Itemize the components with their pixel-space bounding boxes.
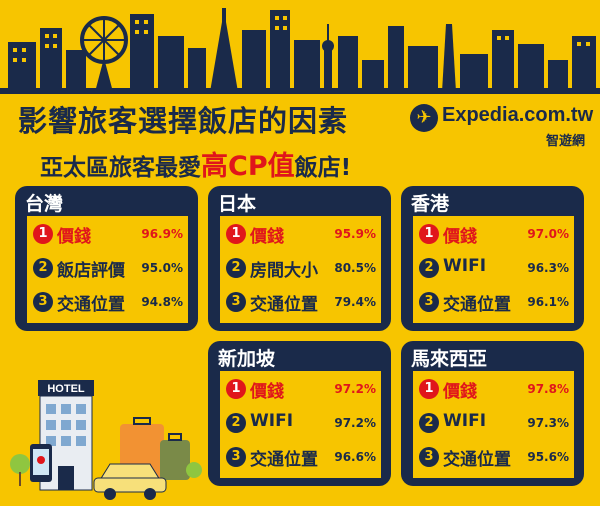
hotel-building-icon: HOTEL (38, 380, 94, 491)
region-ranking-list: 1 價錢 97.2% 2 WIFI 97.2% 3 交通位置 96.6% (220, 371, 381, 478)
rank-badge: 1 (419, 224, 439, 244)
tree-icon (10, 454, 30, 486)
factor-label: 交通位置 (250, 295, 318, 315)
rank-badge: 3 (419, 292, 439, 312)
region-card-taiwan: 台灣 1 價錢 96.9% 2 飯店評價 95.0% 3 交通位置 94.8% (15, 186, 198, 331)
factor-label: 房間大小 (250, 261, 318, 281)
skyline-ground-bar (0, 88, 600, 94)
logo-brand-subtext: 智遊網 (545, 134, 585, 149)
region-name: 香港 (411, 193, 450, 215)
factor-label: WIFI (443, 411, 487, 431)
factor-label: 價錢 (443, 227, 477, 247)
factor-percentage: 95.9% (334, 227, 376, 241)
ranking-row: 1 價錢 97.2% (226, 377, 378, 403)
factor-label: 交通位置 (57, 295, 125, 315)
region-card-japan: 日本 1 價錢 95.9% 2 房間大小 80.5% 3 交通位置 79.4% (208, 186, 391, 331)
factor-label: 飯店評價 (57, 261, 125, 281)
rank-badge: 1 (226, 379, 246, 399)
region-name: 日本 (218, 193, 257, 215)
page-subtitle: 亞太區旅客最愛高CP值飯店! (40, 144, 351, 183)
subtitle-prefix: 亞太區旅客最愛 (40, 155, 201, 181)
rank-badge: 2 (33, 258, 53, 278)
subtitle-highlight: 高CP值 (201, 151, 295, 182)
factor-percentage: 96.1% (527, 295, 569, 309)
taxi-icon (93, 463, 167, 500)
smartphone-map-icon (30, 444, 52, 482)
factor-label: 價錢 (250, 382, 284, 402)
ranking-row: 2 WIFI 97.2% (226, 411, 378, 437)
rank-badge: 3 (419, 447, 439, 467)
factor-percentage: 79.4% (334, 295, 376, 309)
factor-percentage: 97.2% (334, 382, 376, 396)
region-ranking-list: 1 價錢 95.9% 2 房間大小 80.5% 3 交通位置 79.4% (220, 216, 381, 323)
rank-badge: 2 (419, 413, 439, 433)
factor-percentage: 80.5% (334, 261, 376, 275)
factor-label: 價錢 (57, 227, 91, 247)
rank-badge: 2 (419, 258, 439, 278)
ranking-row: 2 WIFI 97.3% (419, 411, 571, 437)
rank-badge: 1 (33, 224, 53, 244)
page-title: 影響旅客選擇飯店的因素 (18, 104, 349, 138)
rank-badge: 2 (226, 413, 246, 433)
ranking-row: 3 交通位置 79.4% (226, 290, 378, 316)
factor-label: 價錢 (443, 382, 477, 402)
ranking-row: 1 價錢 97.8% (419, 377, 571, 403)
tree-icon (186, 462, 202, 478)
expedia-logo: ✈ Expedia.com.tw 智遊網 (410, 102, 595, 152)
logo-brand-text: Expedia.com.tw (442, 104, 594, 126)
rank-badge: 2 (226, 258, 246, 278)
rank-badge: 1 (419, 379, 439, 399)
ranking-row: 1 價錢 97.0% (419, 222, 571, 248)
ranking-row: 1 價錢 95.9% (226, 222, 378, 248)
region-card-singapore: 新加坡 1 價錢 97.2% 2 WIFI 97.2% 3 交通位置 96.6% (208, 341, 391, 486)
ranking-row: 2 飯店評價 95.0% (33, 256, 185, 282)
factor-percentage: 96.6% (334, 450, 376, 464)
region-ranking-list: 1 價錢 97.8% 2 WIFI 97.3% 3 交通位置 95.6% (413, 371, 574, 478)
factor-label: 交通位置 (443, 450, 511, 470)
factor-percentage: 97.8% (527, 382, 569, 396)
factor-percentage: 96.9% (141, 227, 183, 241)
factor-label: WIFI (250, 411, 294, 431)
travel-illustration: HOTEL (10, 380, 202, 500)
rank-badge: 1 (226, 224, 246, 244)
rank-badge: 3 (33, 292, 53, 312)
ranking-row: 3 交通位置 94.8% (33, 290, 185, 316)
rank-badge: 3 (226, 447, 246, 467)
region-card-malaysia: 馬來西亞 1 價錢 97.8% 2 WIFI 97.3% 3 交通位置 95.6… (401, 341, 584, 486)
hotel-sign-text: HOTEL (47, 383, 85, 395)
factor-label: 交通位置 (250, 450, 318, 470)
ranking-row: 3 交通位置 95.6% (419, 445, 571, 471)
ranking-row: 2 WIFI 96.3% (419, 256, 571, 282)
ranking-row: 3 交通位置 96.1% (419, 290, 571, 316)
factor-percentage: 94.8% (141, 295, 183, 309)
rank-badge: 3 (226, 292, 246, 312)
factor-percentage: 96.3% (527, 261, 569, 275)
region-name: 馬來西亞 (411, 348, 488, 370)
factor-percentage: 95.0% (141, 261, 183, 275)
ranking-row: 3 交通位置 96.6% (226, 445, 378, 471)
factor-label: 價錢 (250, 227, 284, 247)
region-ranking-list: 1 價錢 97.0% 2 WIFI 96.3% 3 交通位置 96.1% (413, 216, 574, 323)
subtitle-suffix: 飯店! (294, 155, 352, 181)
city-skyline-illustration (8, 8, 596, 92)
factor-percentage: 95.6% (527, 450, 569, 464)
factor-label: 交通位置 (443, 295, 511, 315)
region-ranking-list: 1 價錢 96.9% 2 飯店評價 95.0% 3 交通位置 94.8% (27, 216, 188, 323)
ranking-row: 2 房間大小 80.5% (226, 256, 378, 282)
factor-percentage: 97.0% (527, 227, 569, 241)
factor-label: WIFI (443, 256, 487, 276)
region-card-hongkong: 香港 1 價錢 97.0% 2 WIFI 96.3% 3 交通位置 96.1% (401, 186, 584, 331)
plane-icon: ✈ (410, 104, 438, 132)
factor-percentage: 97.3% (527, 416, 569, 430)
region-name: 新加坡 (218, 348, 276, 370)
region-name: 台灣 (25, 193, 64, 215)
factor-percentage: 97.2% (334, 416, 376, 430)
ranking-row: 1 價錢 96.9% (33, 222, 185, 248)
